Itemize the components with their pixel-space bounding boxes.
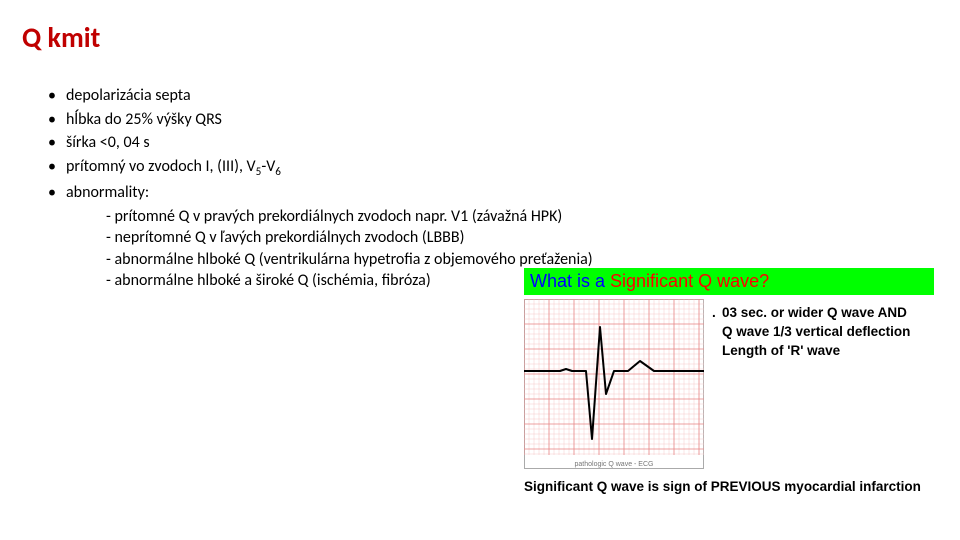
svg-text:pathologic Q wave - ECG: pathologic Q wave - ECG [575,461,654,468]
bullet-item-label: abnormality: [66,183,149,202]
box-point: 03 sec. or wider Q wave AND [722,305,907,322]
box-point: Length of 'R' wave [722,343,840,360]
sub-bullet-item: - prítomné Q v pravých prekordiálnych zv… [106,206,938,228]
box-header: What is a Significant Q wave? [524,268,934,295]
ecg-diagram: pathologic Q wave - ECG [524,299,704,469]
sub-bullet-item: - neprítomné Q v ľavých prekordiálnych z… [106,227,938,249]
box-header-emph: Significant Q wave? [610,271,769,291]
bullet-item: depolarizácia septa [48,85,938,107]
box-caption: Significant Q wave is sign of PREVIOUS m… [524,479,934,496]
box-points: . 03 sec. or wider Q wave AND Q wave 1/3… [712,299,934,469]
bullet-item: šírka <0, 04 s [48,132,938,154]
box-point: Q wave 1/3 vertical deflection [722,324,910,341]
bullet-list: depolarizácia septa hĺbka do 25% výšky Q… [48,85,938,292]
bullet-item: prítomný vo zvodoch I, (III), V5-V6 [48,156,938,180]
bullet-item: hĺbka do 25% výšky QRS [48,109,938,131]
box-header-prefix: What is a [530,271,610,291]
significant-q-box: What is a Significant Q wave? pathologic… [524,268,934,496]
slide-title: Q kmit [22,20,938,55]
